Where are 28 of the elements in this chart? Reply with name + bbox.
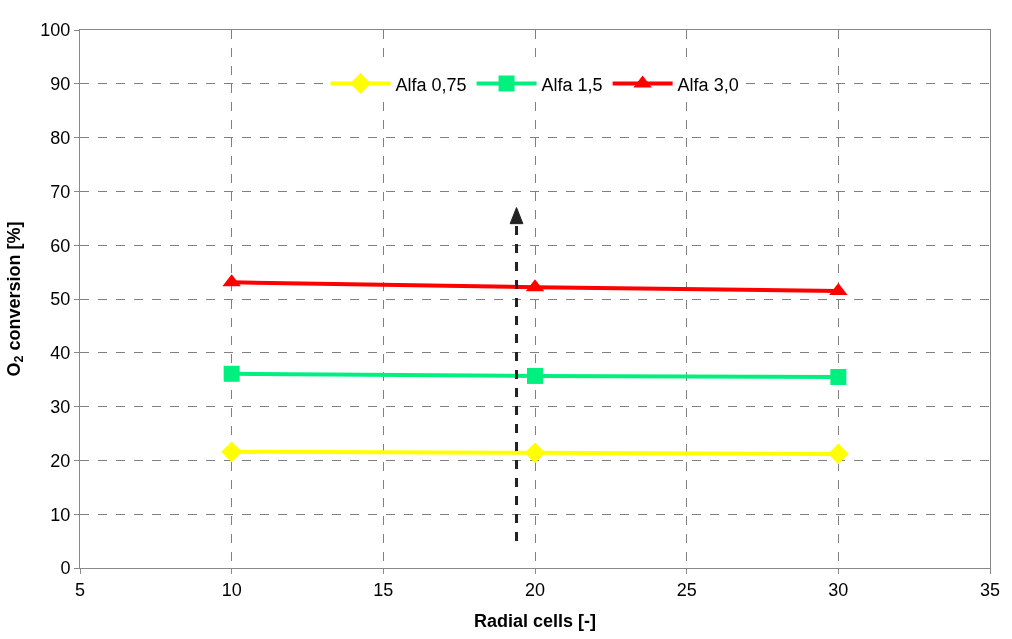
point — [221, 441, 243, 463]
x-tick-label: 15 — [373, 579, 394, 600]
x-tick-label: 5 — [74, 579, 86, 600]
x-axis-title: Radial cells [-] — [473, 610, 597, 631]
y-tick-label: 50 — [50, 289, 71, 310]
y-tick-label: 10 — [50, 504, 71, 525]
legend-label: Alfa 3,0 — [677, 74, 739, 95]
point — [524, 442, 546, 464]
y-tick-label: 40 — [50, 343, 71, 364]
x-tick-label: 30 — [828, 579, 849, 600]
point — [223, 365, 240, 382]
point — [830, 369, 847, 386]
y-tick-label: 0 — [60, 558, 71, 579]
point — [527, 367, 543, 384]
legend-label: Alfa 1,5 — [541, 74, 603, 95]
x-tick-label: 10 — [221, 579, 242, 600]
y-tick-label: 100 — [40, 20, 71, 41]
y-tick-label: 80 — [50, 127, 71, 148]
x-tick-label: 20 — [524, 579, 546, 600]
y-tick-label: 90 — [50, 74, 71, 95]
point — [827, 443, 849, 465]
x-tick-label: 35 — [979, 579, 1001, 600]
y-tick-label: 70 — [50, 181, 71, 202]
y-tick-label: 20 — [50, 450, 71, 471]
x-tick-label: 25 — [676, 579, 697, 600]
y-tick-label: 60 — [50, 235, 71, 256]
y-tick-label: 30 — [50, 396, 71, 417]
legend-label: Alfa 0,75 — [395, 74, 467, 95]
